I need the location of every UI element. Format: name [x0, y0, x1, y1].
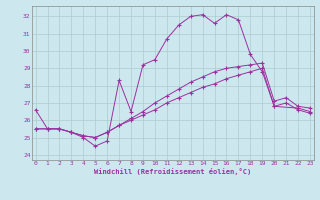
X-axis label: Windchill (Refroidissement éolien,°C): Windchill (Refroidissement éolien,°C): [94, 168, 252, 175]
